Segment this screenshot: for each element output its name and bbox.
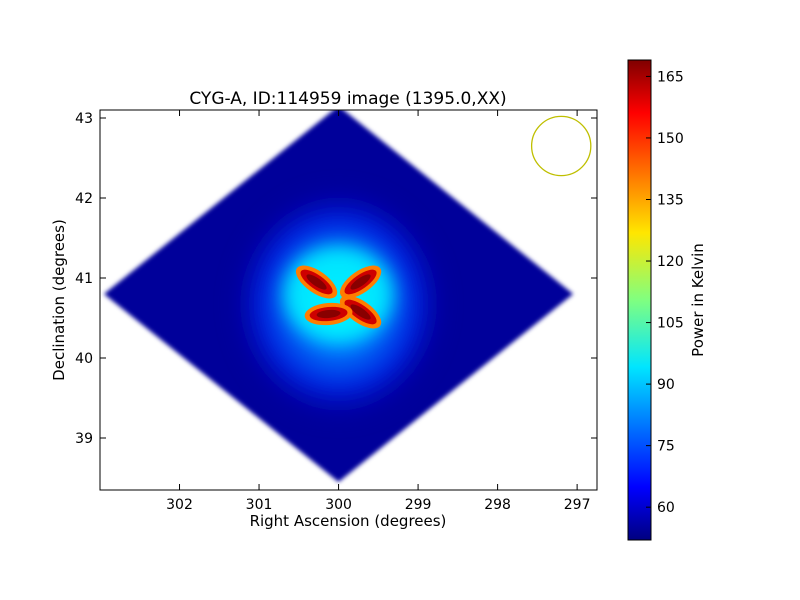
source-lobe	[295, 265, 338, 299]
y-tick-label: 39	[75, 431, 93, 447]
y-axis-label: Declination (degrees)	[50, 219, 68, 381]
lobe-core	[350, 304, 371, 320]
y-axis-ticks: 39 40 41 42 43	[75, 111, 597, 447]
colorbar-tick-label: 75	[657, 439, 675, 455]
colorbar-label: Power in Kelvin	[689, 243, 707, 357]
source-lobe	[339, 265, 382, 299]
lobe-core	[306, 274, 327, 290]
source-lobe	[304, 302, 353, 326]
colorbar-tick-label: 120	[657, 254, 684, 270]
y-tick-label: 43	[75, 111, 93, 127]
y-tick-label: 41	[75, 271, 93, 287]
colorbar-tick-label: 105	[657, 316, 684, 332]
x-tick-label: 297	[564, 497, 591, 513]
chart-title: CYG-A, ID:114959 image (1395.0,XX)	[189, 89, 506, 109]
x-axis-label: Right Ascension (degrees)	[250, 512, 447, 530]
x-tick-label: 299	[405, 497, 432, 513]
lobe-core	[350, 274, 371, 290]
x-tick-label: 298	[484, 497, 511, 513]
x-tick-label: 301	[246, 497, 273, 513]
x-tick-label: 302	[166, 497, 193, 513]
x-axis-ticks: 302 301 300 299 298 297	[166, 110, 590, 513]
colorbar-tick-label: 150	[657, 131, 684, 147]
colorbar-tick-label: 165	[657, 69, 684, 85]
y-tick-label: 40	[75, 351, 93, 367]
beam-marker	[530, 115, 592, 177]
colorbar	[627, 59, 652, 541]
plot-area	[103, 110, 574, 482]
x-tick-label: 300	[325, 497, 352, 513]
axes-frame	[99, 109, 598, 491]
source-lobe	[339, 295, 382, 329]
colorbar-ticks: 60 75 90 105 120 135 150 165	[646, 69, 684, 516]
colorbar-tick-label: 135	[657, 192, 684, 208]
y-tick-label: 42	[75, 191, 93, 207]
central-source	[283, 246, 394, 342]
colorbar-tick-label: 90	[657, 377, 675, 393]
colorbar-tick-label: 60	[657, 500, 675, 516]
lobe-core	[316, 309, 341, 319]
